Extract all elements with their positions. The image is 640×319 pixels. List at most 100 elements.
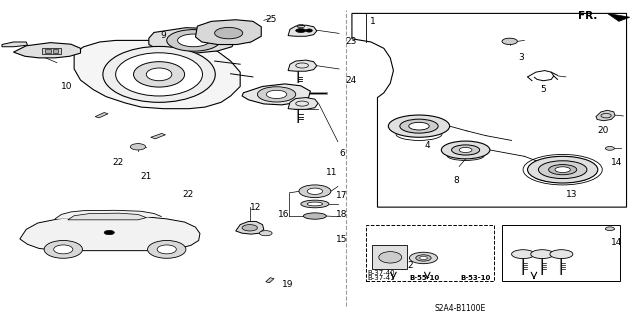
Text: 20: 20 [598,126,609,135]
Ellipse shape [103,47,215,102]
Ellipse shape [134,62,184,87]
Ellipse shape [301,200,329,208]
Text: 22: 22 [182,190,194,199]
Polygon shape [596,110,615,121]
Text: 16: 16 [278,210,289,219]
Ellipse shape [605,146,614,150]
Text: B-53-10: B-53-10 [461,275,491,281]
Polygon shape [95,113,108,118]
Ellipse shape [157,245,176,254]
Polygon shape [288,25,317,36]
Ellipse shape [550,250,573,259]
Polygon shape [13,43,81,58]
Text: 15: 15 [336,235,348,244]
Polygon shape [149,28,236,53]
Polygon shape [607,13,630,21]
Ellipse shape [104,230,115,235]
Polygon shape [2,42,28,47]
Ellipse shape [538,161,587,179]
Polygon shape [74,41,240,109]
Ellipse shape [548,165,577,175]
Polygon shape [195,20,261,45]
Ellipse shape [388,115,450,137]
Ellipse shape [214,27,243,39]
Ellipse shape [460,147,472,152]
Text: 19: 19 [282,280,293,289]
Text: 5: 5 [540,85,546,94]
Text: 6: 6 [339,149,345,158]
Bar [42,48,61,54]
Text: 25: 25 [266,15,277,24]
Ellipse shape [296,29,306,33]
Ellipse shape [420,256,428,260]
Ellipse shape [605,227,614,231]
Bar [372,245,408,269]
Text: 21: 21 [140,173,151,182]
Polygon shape [236,221,264,234]
Ellipse shape [147,68,172,81]
Ellipse shape [531,250,554,259]
Ellipse shape [502,38,517,45]
Ellipse shape [379,252,402,263]
Ellipse shape [54,245,73,254]
Ellipse shape [306,29,312,32]
Text: 17: 17 [336,190,348,200]
Bar [45,49,51,53]
Ellipse shape [131,144,146,150]
Text: 2: 2 [408,261,413,271]
Ellipse shape [167,30,220,51]
Polygon shape [151,133,166,139]
Ellipse shape [307,188,323,195]
Ellipse shape [416,255,431,261]
Polygon shape [288,98,318,109]
Ellipse shape [442,141,490,159]
Text: S2A4-B1100E: S2A4-B1100E [435,304,486,313]
Text: 1: 1 [370,17,376,26]
Text: 24: 24 [346,76,356,85]
Text: B-37-40: B-37-40 [367,270,395,276]
Ellipse shape [242,225,257,231]
Bar [502,225,620,281]
Text: 4: 4 [425,141,431,150]
Bar [366,225,493,281]
Ellipse shape [44,241,83,258]
Polygon shape [242,84,310,105]
Text: 12: 12 [250,203,261,211]
Text: 11: 11 [326,168,338,177]
Ellipse shape [116,53,202,96]
Text: 14: 14 [611,238,622,247]
Ellipse shape [452,145,479,155]
Text: 14: 14 [611,158,622,167]
Text: 22: 22 [113,158,124,167]
Polygon shape [288,60,317,71]
Ellipse shape [307,202,323,206]
Ellipse shape [259,231,272,236]
Ellipse shape [410,252,438,264]
Bar [53,49,58,53]
Ellipse shape [257,87,296,102]
Ellipse shape [555,167,570,173]
Polygon shape [68,213,147,220]
Ellipse shape [527,156,598,183]
Ellipse shape [177,34,209,47]
Ellipse shape [511,250,534,259]
Text: B-55-10: B-55-10 [410,275,440,281]
Polygon shape [20,216,200,251]
Polygon shape [266,278,274,283]
Polygon shape [55,210,162,219]
Text: 8: 8 [454,176,460,185]
Text: 18: 18 [336,210,348,219]
Text: 3: 3 [518,53,524,62]
Text: 9: 9 [161,31,166,40]
Ellipse shape [266,90,287,99]
Ellipse shape [148,241,186,258]
Ellipse shape [303,213,326,219]
Text: 13: 13 [566,190,577,199]
Text: B-37-41: B-37-41 [367,275,395,281]
Ellipse shape [299,185,331,197]
Text: 10: 10 [61,82,73,91]
Ellipse shape [409,122,429,130]
Text: 23: 23 [346,38,357,47]
Ellipse shape [400,119,438,133]
Text: FR.: FR. [579,11,598,21]
